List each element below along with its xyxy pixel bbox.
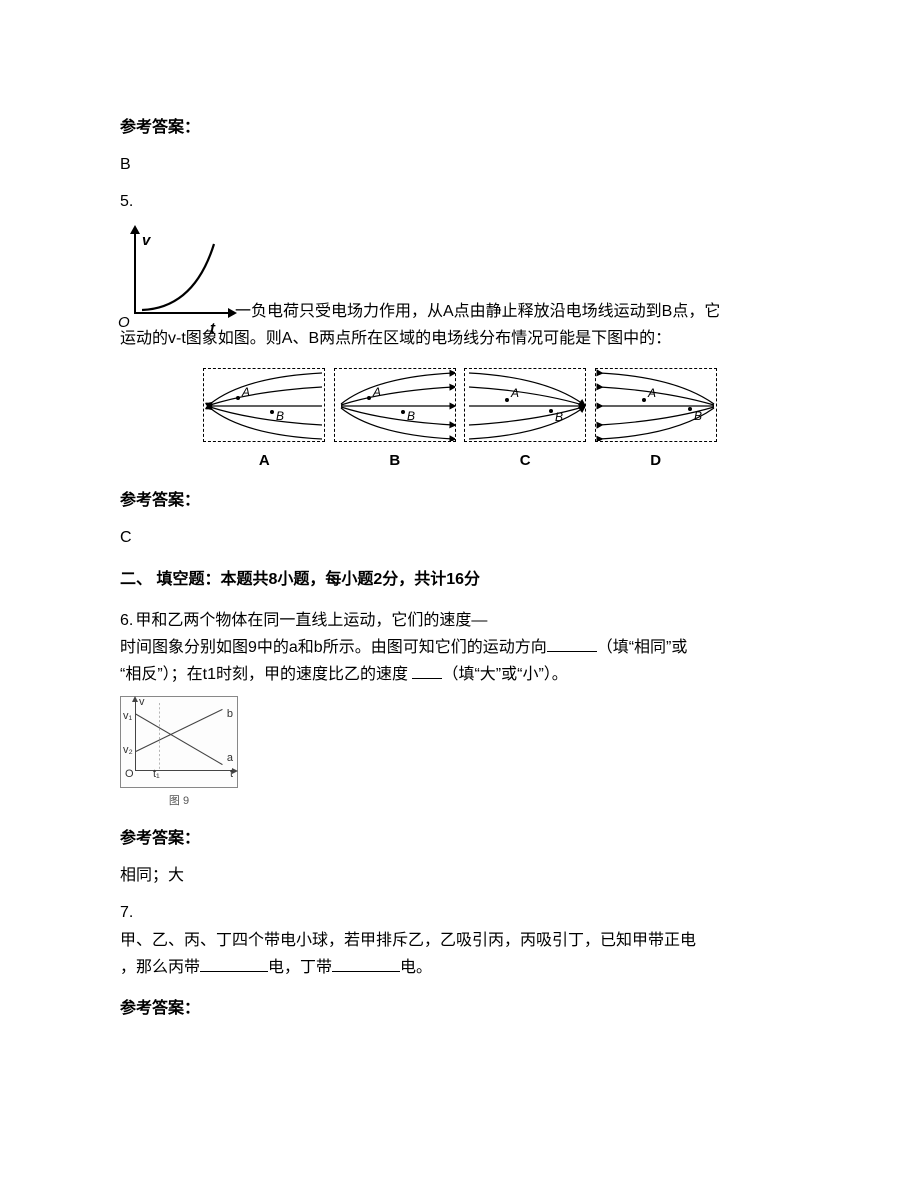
field-lines-icon: A B bbox=[204, 369, 325, 442]
svg-text:A: A bbox=[241, 385, 250, 399]
answer-heading: 参考答案： bbox=[120, 114, 800, 141]
blank-field bbox=[412, 663, 442, 679]
field-lines-icon: A B bbox=[596, 369, 717, 442]
option-b-label: B bbox=[334, 448, 456, 474]
svg-text:B: B bbox=[276, 409, 284, 423]
label-v2: v₂ bbox=[123, 741, 133, 760]
field-lines-icon: A B bbox=[465, 369, 586, 442]
q5-answer: C bbox=[120, 524, 800, 551]
blank-field bbox=[547, 636, 597, 652]
q6-answer: 相同；大 bbox=[120, 862, 800, 889]
svg-text:B: B bbox=[694, 409, 702, 423]
axis-label-t: t bbox=[210, 316, 215, 342]
q5-body: v t O 一负电荷只受电场力作用，从A点由静止释放沿电场线运动到B点，它 运动… bbox=[120, 224, 800, 352]
section-2-heading: 二、 填空题：本题共8小题，每小题2分，共计16分 bbox=[120, 566, 800, 593]
blank-field bbox=[200, 956, 268, 972]
field-lines-icon: A B bbox=[335, 369, 456, 442]
q7-line2c: 电。 bbox=[400, 959, 432, 976]
answer-heading: 参考答案： bbox=[120, 995, 800, 1022]
q6-line2b: （填“相同”或 bbox=[597, 639, 688, 656]
q5-text-rest: 运动的v-t图象如图。则A、B两点所在区域的电场线分布情况可能是下图中的： bbox=[120, 325, 800, 352]
arrow-up-icon bbox=[132, 696, 138, 702]
option-d-label: D bbox=[595, 448, 717, 474]
q7-line1: 甲、乙、丙、丁四个带电小球，若甲排斥乙，乙吸引丙，丙吸引丁，已知甲带正电 bbox=[120, 927, 800, 954]
q5-options: A B A A B B bbox=[120, 368, 800, 474]
q6-caption: 图 9 bbox=[120, 792, 238, 811]
q6-line2a: 时间图象分别如图9中的a和b所示。由图可知它们的运动方向 bbox=[120, 639, 547, 656]
option-d: A B D bbox=[595, 368, 717, 474]
question-5: 5. bbox=[120, 188, 800, 215]
option-c: A B C bbox=[464, 368, 586, 474]
option-c-label: C bbox=[464, 448, 586, 474]
label-v: v bbox=[139, 693, 145, 712]
q6-line1: 甲和乙两个物体在同一直线上运动，它们的速度— bbox=[135, 612, 487, 629]
q6-line3a: “相反”）；在t1时刻，甲的速度比乙的速度 bbox=[120, 666, 408, 683]
q4-answer: B bbox=[120, 151, 800, 178]
svg-text:A: A bbox=[372, 385, 381, 399]
svg-text:B: B bbox=[555, 410, 563, 424]
svg-text:A: A bbox=[647, 386, 656, 400]
q6-number: 6. bbox=[120, 607, 133, 634]
question-6: 6.甲和乙两个物体在同一直线上运动，它们的速度— 时间图象分别如图9中的a和b所… bbox=[120, 607, 800, 689]
label-a: a bbox=[227, 749, 233, 768]
answer-heading: 参考答案： bbox=[120, 825, 800, 852]
q5-number: 5. bbox=[120, 188, 133, 215]
origin-label: O bbox=[118, 310, 130, 336]
q7-line2a: ，那么丙带 bbox=[120, 959, 200, 976]
label-t1: t₁ bbox=[153, 765, 160, 784]
svg-text:B: B bbox=[407, 409, 415, 423]
svg-text:A: A bbox=[510, 386, 519, 400]
q7-number: 7. bbox=[120, 899, 133, 926]
option-a-label: A bbox=[203, 448, 325, 474]
question-7: 7. 甲、乙、丙、丁四个带电小球，若甲排斥乙，乙吸引丙，丙吸引丁，已知甲带正电 … bbox=[120, 899, 800, 981]
option-b: A B B bbox=[334, 368, 456, 474]
curve-icon bbox=[134, 230, 234, 314]
option-a: A B A bbox=[203, 368, 325, 474]
q6-graph: v₁ v₂ v O t₁ t a b bbox=[120, 696, 238, 788]
lines-icon bbox=[135, 703, 231, 771]
answer-heading: 参考答案： bbox=[120, 487, 800, 514]
q7-line2b: 电，丁带 bbox=[268, 959, 332, 976]
label-o: O bbox=[125, 765, 134, 784]
blank-field bbox=[332, 956, 400, 972]
vt-graph: v t O bbox=[120, 224, 235, 325]
q5-text-lead: 一负电荷只受电场力作用，从A点由静止释放沿电场线运动到B点，它 bbox=[235, 302, 720, 319]
q6-line3b: （填“大”或“小”）。 bbox=[442, 666, 567, 683]
label-b: b bbox=[227, 705, 233, 724]
label-v1: v₁ bbox=[123, 707, 132, 726]
